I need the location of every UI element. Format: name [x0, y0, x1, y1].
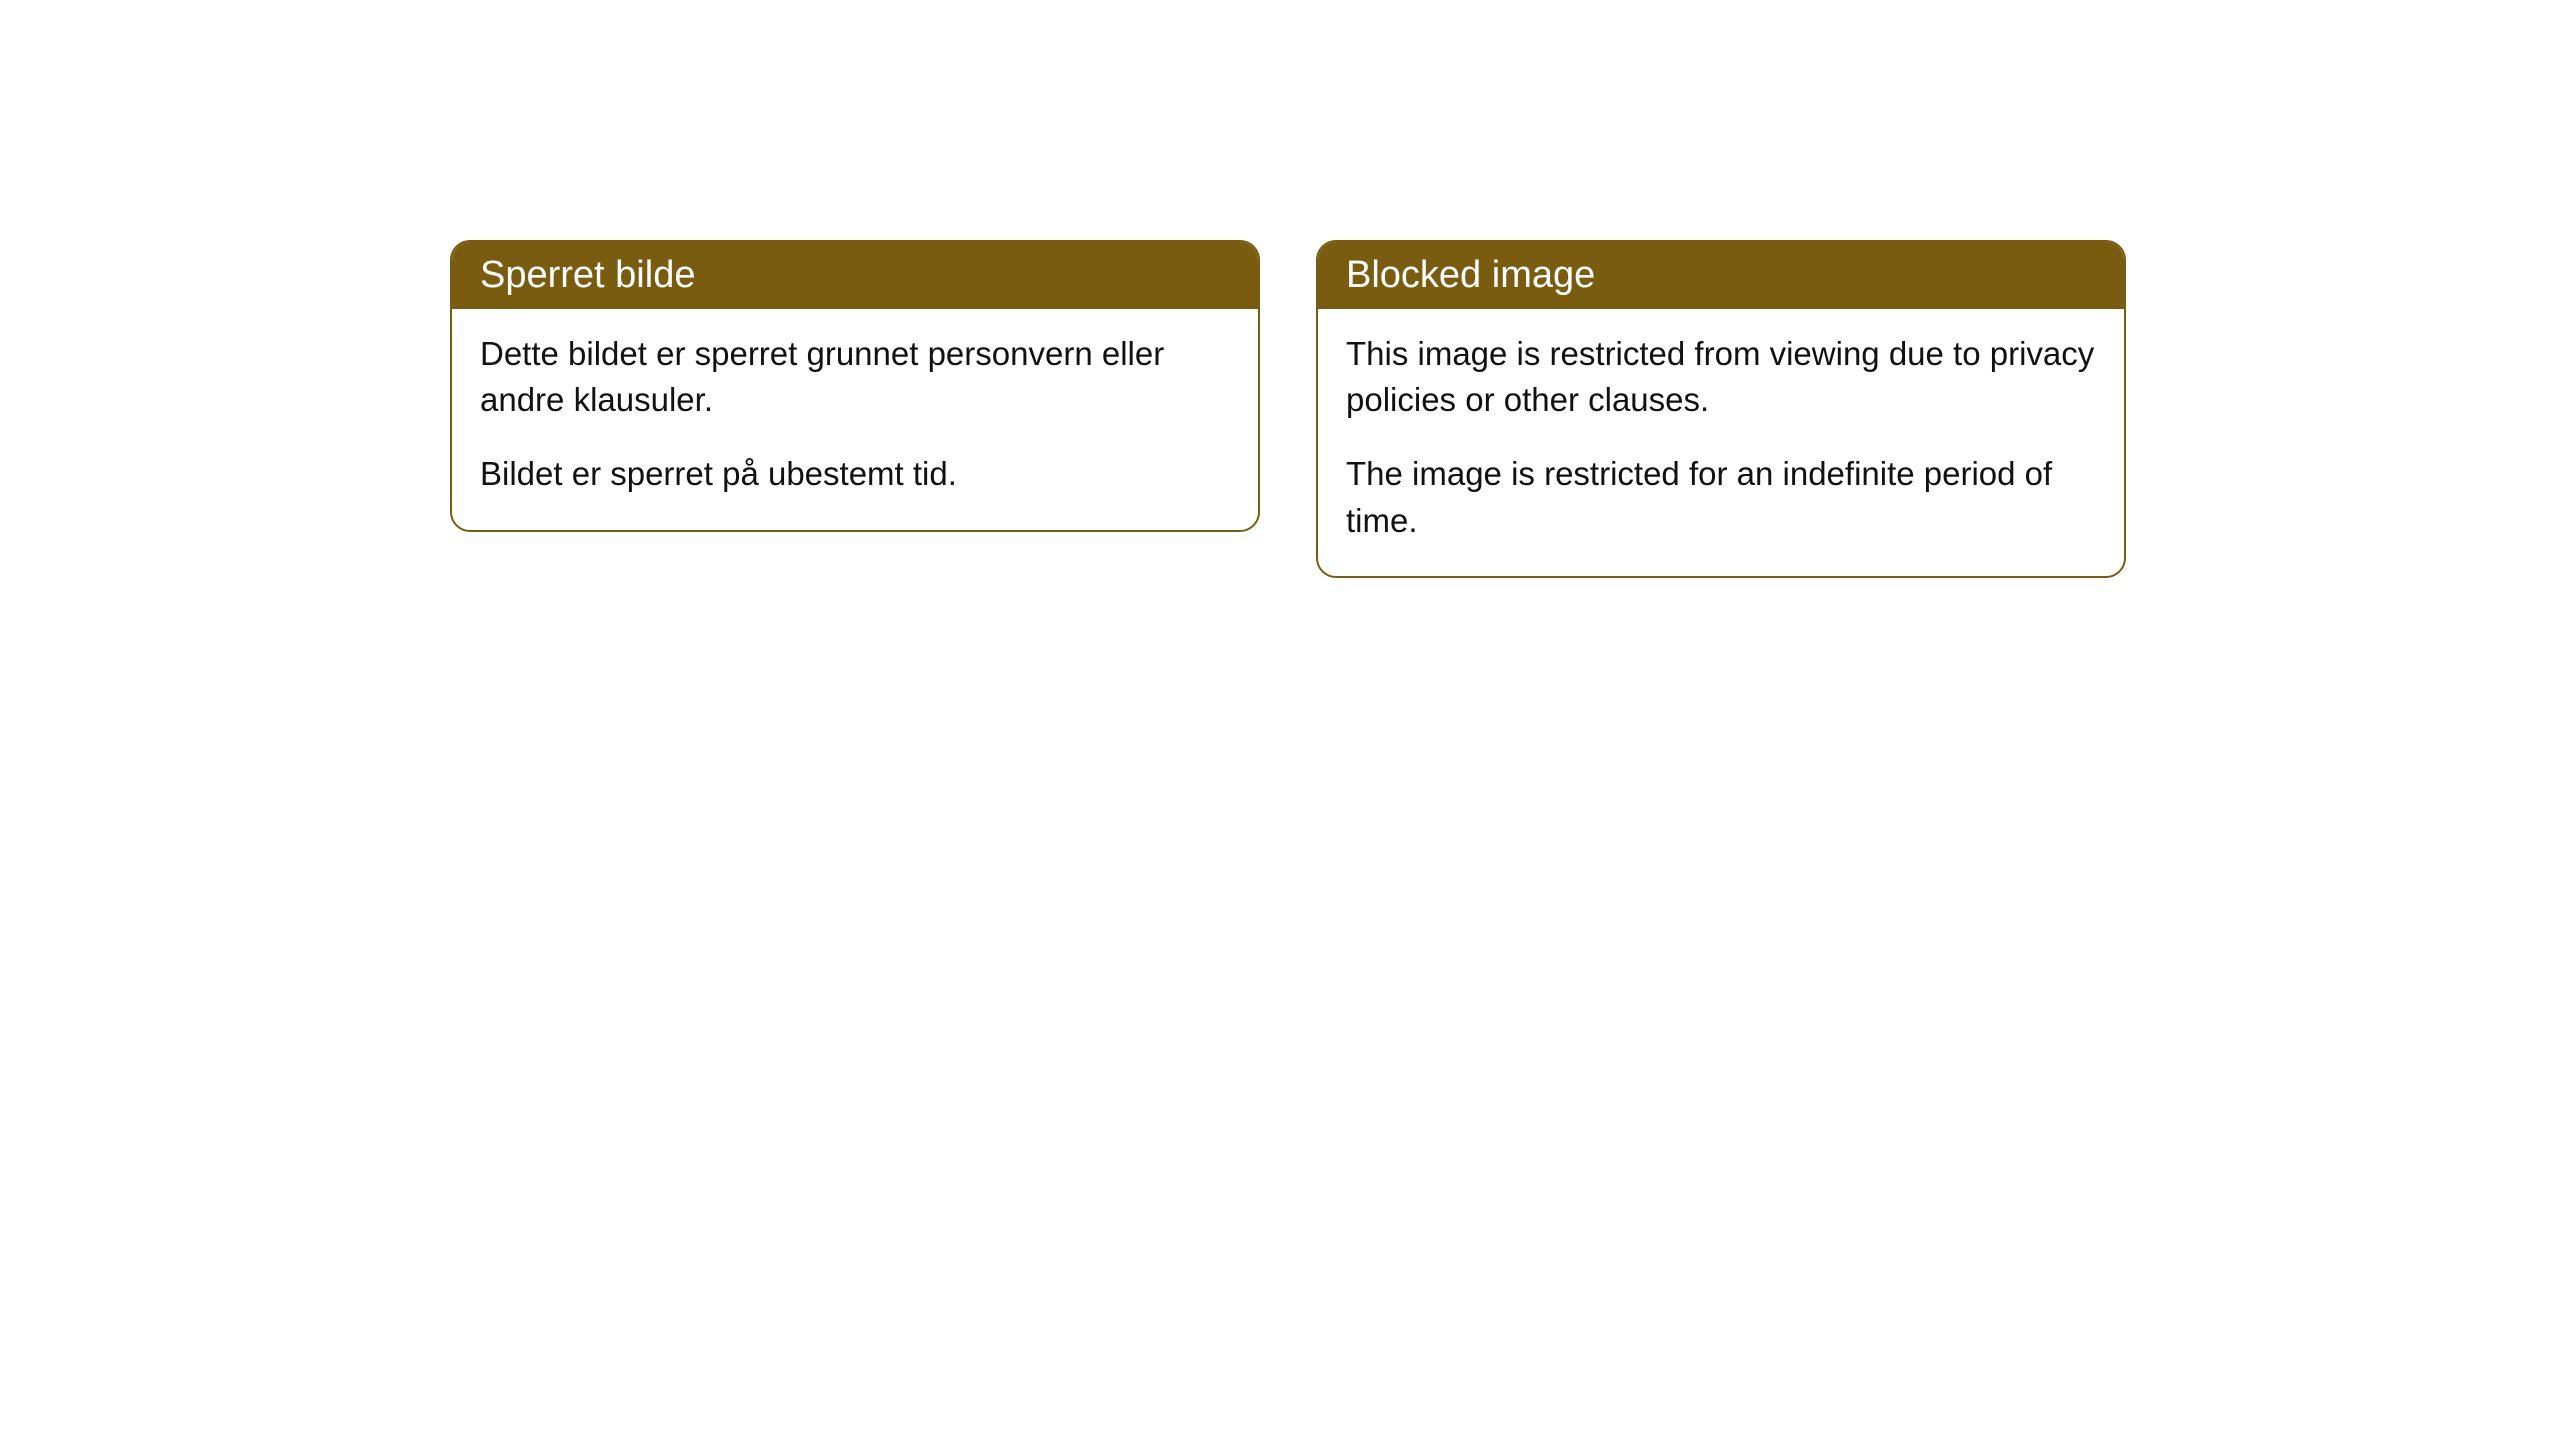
blocked-image-card-en: Blocked image This image is restricted f… — [1316, 240, 2126, 578]
card-title: Blocked image — [1346, 254, 1595, 296]
card-paragraph: This image is restricted from viewing du… — [1346, 331, 2096, 423]
card-body: Dette bildet er sperret grunnet personve… — [452, 309, 1258, 530]
card-paragraph: Bildet er sperret på ubestemt tid. — [480, 451, 1230, 497]
card-header: Sperret bilde — [452, 242, 1258, 309]
card-header: Blocked image — [1318, 242, 2124, 309]
card-body: This image is restricted from viewing du… — [1318, 309, 2124, 576]
card-title: Sperret bilde — [480, 254, 695, 296]
card-paragraph: Dette bildet er sperret grunnet personve… — [480, 331, 1230, 423]
card-paragraph: The image is restricted for an indefinit… — [1346, 451, 2096, 543]
blocked-image-card-no: Sperret bilde Dette bildet er sperret gr… — [450, 240, 1260, 532]
